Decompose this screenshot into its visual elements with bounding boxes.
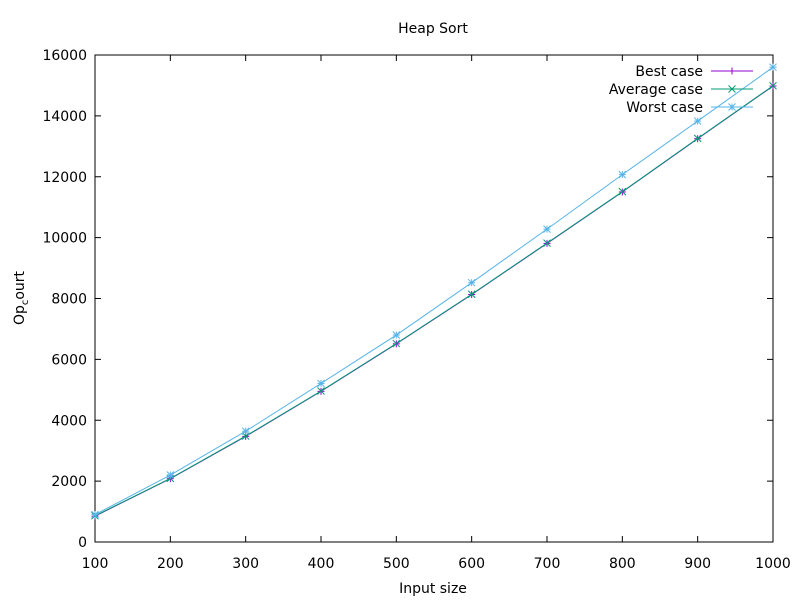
series-average-case <box>91 81 777 520</box>
legend-marker <box>728 85 736 93</box>
y-tick-label: 16000 <box>42 48 87 64</box>
legend-label: Worst case <box>626 100 703 116</box>
data-point <box>467 278 476 287</box>
series-line <box>94 85 774 517</box>
data-point <box>618 187 627 196</box>
data-point <box>166 471 175 479</box>
data-point <box>392 331 401 339</box>
y-axis-label-rest: ourt <box>12 270 28 299</box>
series-layer <box>91 63 777 520</box>
x-tick-label: 600 <box>458 556 485 572</box>
y-axis: 0 2000 4000 6000 8000 10000 12000 14000 16000 <box>42 48 773 551</box>
data-point <box>543 225 551 233</box>
legend-label: Best case <box>635 64 703 80</box>
y-tick-label: 12000 <box>42 170 87 186</box>
data-point <box>769 63 777 72</box>
x-tick-label: 200 <box>157 556 184 572</box>
data-point <box>317 387 325 395</box>
x-tick-label: 400 <box>308 556 335 572</box>
y-axis-label-main: Op <box>12 305 28 325</box>
x-tick-label: 100 <box>82 556 109 572</box>
y-tick-label: 4000 <box>51 413 87 429</box>
y-axis-label: Opcourt <box>12 270 31 325</box>
x-tick-label: 300 <box>232 556 259 572</box>
x-tick-label: 800 <box>609 556 636 572</box>
data-point <box>317 379 325 388</box>
data-point <box>543 239 551 247</box>
data-point <box>693 117 702 125</box>
series-best-case <box>91 82 777 520</box>
x-tick-label: 1000 <box>755 556 791 572</box>
chart-title: Heap Sort <box>398 21 468 37</box>
x-axis-label: Input size <box>399 581 467 597</box>
y-tick-label: 10000 <box>42 231 87 247</box>
data-point <box>241 427 250 436</box>
legend-label: Average case <box>609 82 703 98</box>
x-axis: 100 200 300 400 500 600 700 800 900 1000 <box>82 55 791 572</box>
legend: Best case Average case Worst case <box>609 64 753 116</box>
series-line <box>94 66 774 516</box>
data-point <box>693 134 702 143</box>
legend-marker <box>728 103 736 111</box>
data-point <box>392 339 401 348</box>
x-tick-label: 900 <box>684 556 711 572</box>
series-worst-case <box>91 63 777 519</box>
plot-frame <box>94 54 774 543</box>
data-point <box>618 170 627 179</box>
y-tick-label: 2000 <box>51 474 87 490</box>
data-point <box>91 510 99 519</box>
y-tick-label: 14000 <box>42 109 87 125</box>
x-tick-label: 500 <box>383 556 410 572</box>
data-point <box>467 290 476 299</box>
y-tick-label: 8000 <box>51 292 87 308</box>
series-line <box>94 85 774 517</box>
y-tick-label: 0 <box>78 535 87 551</box>
x-tick-label: 700 <box>534 556 561 572</box>
y-tick-label: 6000 <box>51 352 87 368</box>
data-point <box>769 81 777 90</box>
y-axis-label-sub: c <box>20 300 31 306</box>
legend-marker <box>728 67 736 75</box>
